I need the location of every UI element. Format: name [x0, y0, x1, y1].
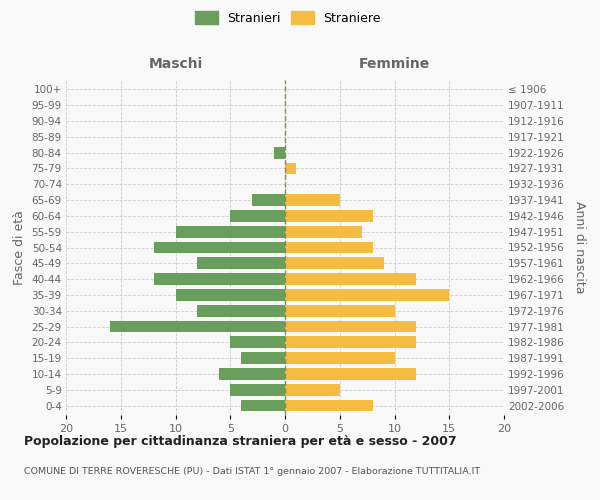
Bar — [285, 194, 340, 206]
Bar — [197, 258, 285, 269]
Bar — [220, 368, 285, 380]
Bar — [230, 336, 285, 348]
Bar — [285, 273, 416, 285]
Bar — [154, 242, 285, 254]
Bar — [285, 226, 362, 237]
Bar — [175, 289, 285, 301]
Bar — [230, 384, 285, 396]
Bar — [285, 210, 373, 222]
Bar — [285, 336, 416, 348]
Bar — [252, 194, 285, 206]
Bar — [285, 162, 296, 174]
Text: Femmine: Femmine — [359, 56, 430, 70]
Bar — [110, 320, 285, 332]
Bar — [285, 368, 416, 380]
Y-axis label: Fasce di età: Fasce di età — [13, 210, 26, 285]
Bar — [230, 210, 285, 222]
Bar — [285, 400, 373, 411]
Bar — [241, 352, 285, 364]
Bar — [175, 226, 285, 237]
Text: COMUNE DI TERRE ROVERESCHE (PU) - Dati ISTAT 1° gennaio 2007 - Elaborazione TUTT: COMUNE DI TERRE ROVERESCHE (PU) - Dati I… — [24, 468, 480, 476]
Legend: Stranieri, Straniere: Stranieri, Straniere — [195, 11, 381, 25]
Bar — [285, 384, 340, 396]
Y-axis label: Anni di nascita: Anni di nascita — [573, 201, 586, 294]
Text: Maschi: Maschi — [148, 56, 203, 70]
Bar — [285, 352, 395, 364]
Text: Popolazione per cittadinanza straniera per età e sesso - 2007: Popolazione per cittadinanza straniera p… — [24, 435, 457, 448]
Bar — [274, 147, 285, 158]
Bar — [285, 258, 383, 269]
Bar — [197, 305, 285, 316]
Bar — [285, 320, 416, 332]
Bar — [154, 273, 285, 285]
Bar — [285, 242, 373, 254]
Bar — [285, 289, 449, 301]
Bar — [285, 305, 395, 316]
Bar — [241, 400, 285, 411]
